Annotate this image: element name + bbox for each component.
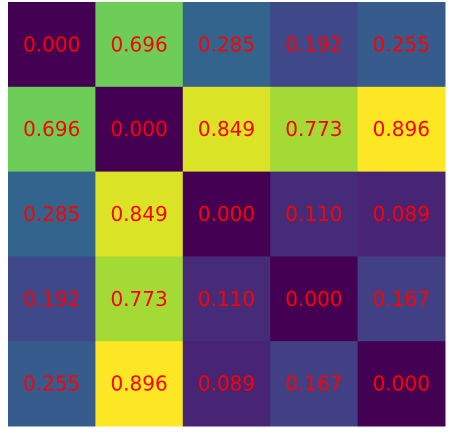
heatmap-value-label-r1-c0: 0.696 [23,117,80,141]
heatmap-value-label-r4-c0: 0.255 [23,372,80,396]
heatmap-value-label-r1-c3: 0.773 [285,117,342,141]
heatmap-cells [8,2,446,427]
heatmap-cell-r4-c4 [357,341,446,427]
heatmap-cell-r2-c0 [8,171,96,257]
heatmap-value-label-r1-c2: 0.849 [198,117,255,141]
heatmap-cell-r0-c0 [8,2,96,88]
heatmap-cell-r0-c4 [357,2,446,88]
heatmap-value-label-r3-c0: 0.192 [23,287,80,311]
heatmap-value-label-r3-c3: 0.000 [285,287,342,311]
heatmap-cell-r2-c1 [95,171,184,257]
heatmap-cell-r4-c1 [95,341,184,427]
heatmap-value-label-r2-c0: 0.285 [23,202,80,226]
heatmap-value-label-r2-c3: 0.110 [285,202,342,226]
heatmap-value-label-r1-c1: 0.000 [110,117,167,141]
heatmap-cell-r2-c2 [182,171,271,257]
heatmap-value-labels: 0.000 0.696 0.285 0.192 0.255 0.696 0.000 0.849… [23,32,430,395]
heatmap-cell-r0-c1 [95,2,184,88]
heatmap-cell-r2-c4 [357,171,446,257]
heatmap-cell-r2-c3 [270,171,359,257]
heatmap-value-label-r2-c4: 0.089 [373,202,430,226]
heatmap-value-label-r0-c1: 0.696 [110,32,167,56]
heatmap-value-label-r2-c1: 0.849 [110,202,167,226]
heatmap-cell-r1-c3 [270,86,359,173]
heatmap-cell-r3-c3 [270,256,359,342]
heatmap-cell-r1-c1 [95,86,184,173]
heatmap-value-label-r3-c1: 0.773 [110,287,167,311]
heatmap-value-label-r0-c3: 0.192 [285,32,342,56]
heatmap-value-label-r0-c0: 0.000 [23,32,80,56]
heatmap-cell-r3-c4 [357,256,446,342]
heatmap-cell-r4-c3 [270,341,359,427]
heatmap-cell-r0-c3 [270,2,359,88]
heatmap-cell-r3-c0 [8,256,96,342]
heatmap-value-label-r4-c4: 0.000 [373,372,430,396]
heatmap-cell-r4-c0 [8,341,96,427]
heatmap-cell-r3-c1 [95,256,184,342]
heatmap-cell-r1-c2 [182,86,271,173]
heatmap-value-label-r0-c2: 0.285 [198,32,255,56]
heatmap-cell-r4-c2 [182,341,271,427]
heatmap-value-label-r4-c2: 0.089 [198,372,255,396]
heatmap-value-label-r3-c4: 0.167 [373,287,430,311]
heatmap-value-label-r4-c1: 0.896 [110,372,167,396]
heatmap-value-label-r0-c4: 0.255 [373,32,430,56]
heatmap-value-label-r1-c4: 0.896 [373,117,430,141]
heatmap-value-label-r2-c2: 0.000 [198,202,255,226]
heatmap-value-label-r4-c3: 0.167 [285,372,342,396]
heatmap-cell-r3-c2 [182,256,271,342]
heatmap-cell-r1-c4 [357,86,446,173]
heatmap-cell-r1-c0 [8,86,96,173]
heatmap-cell-r0-c2 [182,2,271,88]
heatmap-value-label-r3-c2: 0.110 [198,287,255,311]
